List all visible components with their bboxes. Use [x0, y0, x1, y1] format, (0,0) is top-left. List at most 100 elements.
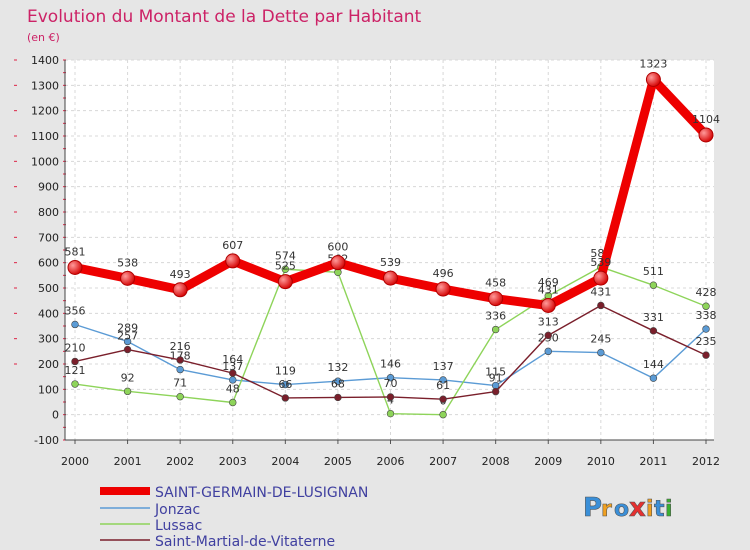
data-label: 137 — [222, 360, 243, 373]
data-point — [386, 373, 395, 382]
data-point — [229, 398, 237, 407]
data-label: 469 — [538, 276, 559, 289]
data-label: 538 — [117, 256, 138, 269]
y-tick-label: 1100 — [31, 130, 59, 143]
data-point — [439, 410, 447, 419]
x-tick-label: 2003 — [219, 455, 247, 468]
data-point — [334, 377, 342, 385]
data-label: 431 — [538, 283, 559, 296]
x-tick-label: 2008 — [482, 455, 510, 468]
y-tick-label: -100 — [34, 434, 59, 447]
data-point — [491, 387, 500, 396]
data-point — [277, 274, 293, 290]
data-label: 132 — [327, 361, 348, 374]
chart-subtitle: (en €) — [27, 31, 60, 44]
x-tick-label: 2001 — [114, 455, 142, 468]
data-point — [334, 393, 342, 402]
data-label: 493 — [170, 268, 191, 281]
legend-entry: Saint-Martial-de-Vitaterne — [155, 534, 335, 550]
data-point — [386, 393, 395, 401]
data-point — [439, 376, 447, 384]
data-label: 71 — [173, 377, 187, 390]
data-label: 61 — [436, 379, 450, 392]
data-point — [281, 265, 290, 273]
data-label: 511 — [643, 265, 664, 278]
data-label: 115 — [485, 366, 506, 379]
data-label: 428 — [696, 286, 717, 299]
x-tick-label: 2000 — [61, 455, 89, 468]
data-label: 431 — [590, 285, 611, 298]
data-point — [593, 270, 609, 286]
y-tick-label: 200 — [38, 358, 59, 371]
data-label: 235 — [696, 335, 717, 348]
data-point — [71, 357, 79, 366]
data-point — [597, 301, 605, 310]
x-tick-label: 2002 — [166, 455, 194, 468]
data-point — [386, 409, 395, 418]
data-point — [488, 291, 504, 307]
data-label: 137 — [433, 360, 454, 373]
data-point — [67, 259, 83, 275]
x-tick-label: 2007 — [429, 455, 457, 468]
logo-letter: P — [583, 493, 602, 523]
data-point — [698, 127, 714, 143]
data-label: 1323 — [639, 58, 667, 71]
data-point — [172, 282, 188, 298]
data-point — [176, 365, 184, 374]
logo-letter: x — [629, 493, 646, 523]
data-label: 313 — [538, 315, 559, 328]
y-tick-label: 1300 — [31, 79, 59, 92]
data-point — [649, 281, 658, 289]
y-tick-label: 800 — [38, 206, 59, 219]
series-group: 3562891781371191321461371152502451443381… — [65, 58, 720, 419]
data-label: 121 — [65, 364, 86, 377]
data-label: 539 — [590, 256, 611, 269]
data-point — [702, 351, 710, 359]
data-label: 66 — [278, 378, 292, 391]
data-label: 164 — [222, 353, 243, 366]
data-label: 336 — [485, 310, 506, 323]
logo-letter: t — [654, 497, 665, 522]
data-point — [540, 297, 556, 313]
data-point — [435, 281, 451, 297]
data-point — [225, 253, 241, 269]
y-tick-label: 700 — [38, 231, 59, 244]
series-1: 356289178137119132146137115250245144338 — [65, 304, 717, 390]
data-label: 574 — [275, 249, 296, 262]
data-label: 119 — [275, 365, 296, 378]
data-point — [649, 374, 658, 382]
data-label: 257 — [117, 330, 138, 343]
data-point — [123, 345, 132, 354]
data-point — [383, 270, 398, 286]
data-label: 338 — [696, 309, 717, 322]
y-tick-label: 600 — [38, 257, 59, 270]
data-label: 607 — [222, 239, 243, 252]
data-label: 581 — [65, 245, 86, 258]
data-label: 356 — [65, 304, 86, 317]
data-point — [330, 255, 346, 271]
y-tick-label: 500 — [38, 282, 59, 295]
series-3: 210 257 216 164 66 68 70 61 91 313 431 331 235 — [65, 285, 717, 403]
y-tick-label: 1400 — [31, 54, 59, 67]
data-label: 1104 — [692, 113, 720, 126]
data-point — [439, 395, 447, 403]
data-point — [71, 320, 79, 329]
data-point — [491, 325, 500, 334]
data-point — [597, 348, 605, 357]
legend-entry: Jonzac — [154, 502, 200, 518]
y-tick-label: 400 — [38, 307, 59, 320]
data-point — [120, 270, 136, 286]
y-tick-label: 0 — [52, 409, 59, 422]
proxiti-logo: Pr o x i t i — [583, 493, 673, 524]
y-tick-label: 300 — [38, 333, 59, 346]
data-point — [123, 387, 132, 396]
y-tick-label: 900 — [38, 181, 59, 194]
data-label: 525 — [275, 260, 296, 273]
legend-entry: SAINT-GERMAIN-DE-LUSIGNAN — [155, 485, 368, 501]
data-point — [229, 369, 237, 377]
data-label: 331 — [643, 311, 664, 324]
data-point — [176, 356, 184, 364]
data-point — [123, 337, 132, 346]
logo-letter: o — [614, 497, 629, 522]
